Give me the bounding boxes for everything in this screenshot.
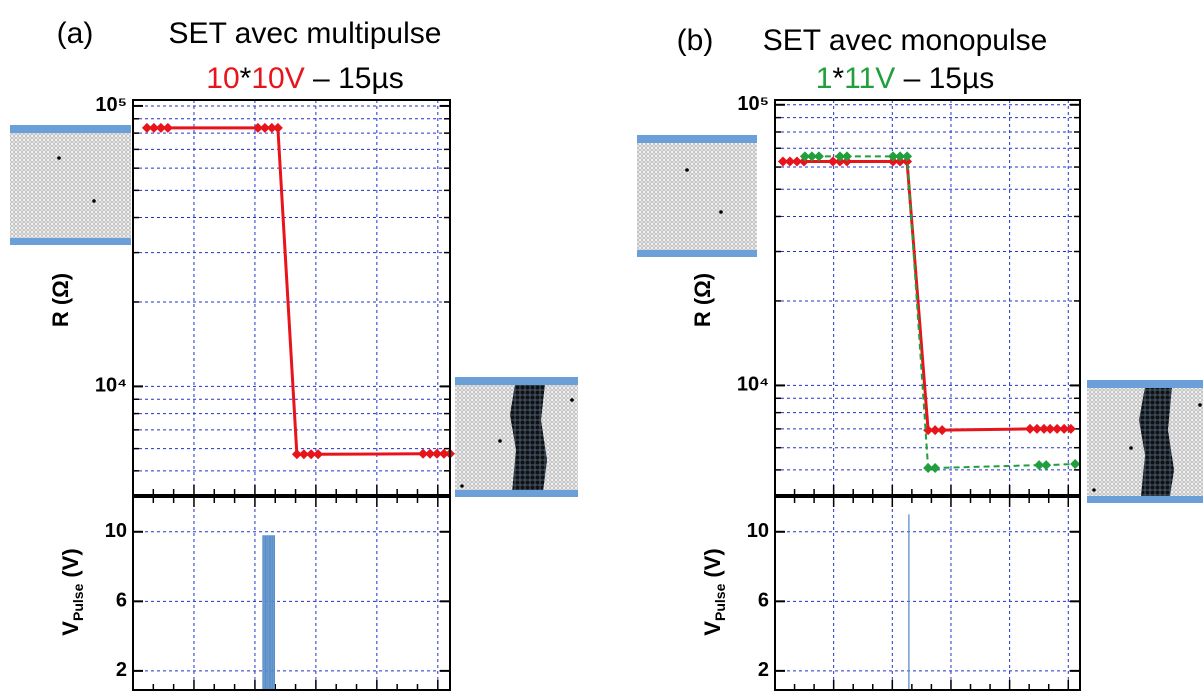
y-label-sub: Pulse <box>712 583 728 621</box>
marker <box>813 151 824 162</box>
chart-subtitle: 1*11V – 15µs <box>816 62 995 95</box>
panel-label: (a) <box>57 17 94 50</box>
series-line <box>804 155 1076 469</box>
marker <box>895 156 906 167</box>
subtitle-part: – 15µs <box>895 62 994 95</box>
y-tick-label: 10⁴ <box>95 375 127 397</box>
y-label-unit: (V) <box>700 548 725 577</box>
y-tick-label: 6 <box>758 590 769 612</box>
marker <box>306 449 317 460</box>
chart: 10⁴ 10⁵ <box>737 93 1081 496</box>
series-line <box>782 159 1071 432</box>
marker <box>895 151 906 162</box>
subtitle-part: * <box>240 62 252 95</box>
marker <box>888 156 899 167</box>
y-tick-label: 10⁵ <box>737 93 769 115</box>
marker <box>162 122 173 133</box>
y-tick-label: 6 <box>116 590 127 612</box>
marker <box>1070 458 1081 469</box>
y-axis-label: R (Ω) <box>48 273 73 327</box>
y-tick-label: 10⁵ <box>95 94 127 116</box>
marker <box>834 151 845 162</box>
marker <box>1045 423 1056 434</box>
subtitle-part: 10V <box>251 62 304 95</box>
subtitle-part: 11V <box>844 62 895 95</box>
cell-image <box>637 135 757 257</box>
chart-title: SET avec monopulse <box>763 24 1048 57</box>
marker <box>902 151 913 162</box>
y-tick-label: 10⁴ <box>737 374 769 396</box>
marker <box>937 425 948 436</box>
series-line <box>146 126 450 456</box>
marker <box>1052 423 1063 434</box>
plot-frame <box>774 99 1081 496</box>
y-label-unit: (V) <box>58 548 83 577</box>
marker <box>930 425 941 436</box>
marker <box>252 122 263 133</box>
chart-title: SET avec multipulse <box>169 17 442 50</box>
marker <box>902 156 913 167</box>
marker <box>888 151 899 162</box>
marker <box>1059 423 1070 434</box>
marker <box>141 122 152 133</box>
marker <box>291 449 302 460</box>
marker <box>799 151 810 162</box>
subtitle-part: 1 <box>816 62 833 95</box>
y-axis-label: R (Ω) <box>690 273 715 327</box>
y-label-main: V <box>700 621 725 636</box>
marker <box>313 449 324 460</box>
marker <box>1041 460 1052 471</box>
subtitle-part: 10 <box>206 62 239 95</box>
marker <box>806 151 817 162</box>
marker <box>1034 460 1045 471</box>
marker <box>1039 423 1050 434</box>
marker <box>1024 423 1035 434</box>
y-tick-label: 2 <box>116 659 127 681</box>
y-label-sub: Pulse <box>70 583 86 621</box>
marker <box>298 449 309 460</box>
marker <box>841 156 852 167</box>
subtitle-part: – 15µs <box>305 62 404 95</box>
marker <box>1031 423 1042 434</box>
y-tick-label: 10 <box>105 520 127 542</box>
chart: 2 6 10 <box>747 496 1081 691</box>
chart-subtitle: 10*10V – 15µs <box>206 62 403 95</box>
cell-image <box>10 125 131 245</box>
marker <box>266 122 277 133</box>
plot-frame <box>132 99 451 496</box>
marker <box>148 122 159 133</box>
y-axis-label: VPulse (V) <box>58 548 86 635</box>
panel-label: (b) <box>677 24 714 57</box>
marker <box>155 122 166 133</box>
marker <box>784 156 795 167</box>
marker <box>272 122 283 133</box>
marker <box>259 122 270 133</box>
marker <box>827 156 838 167</box>
cell-image <box>455 377 578 497</box>
marker <box>425 448 436 459</box>
subtitle-part: * <box>832 62 844 95</box>
marker <box>923 462 934 473</box>
marker <box>418 448 429 459</box>
marker <box>834 156 845 167</box>
y-tick-label: 2 <box>758 659 769 681</box>
plot-frame <box>774 496 1081 691</box>
y-tick-label: 10 <box>747 520 769 542</box>
cell-image <box>1087 380 1203 503</box>
marker <box>1065 423 1076 434</box>
marker <box>791 156 802 167</box>
plot-frame <box>132 496 451 691</box>
chart: 2 6 10 <box>105 496 451 691</box>
marker <box>930 462 941 473</box>
marker <box>432 448 443 459</box>
y-label-main: V <box>58 621 83 636</box>
marker <box>777 156 788 167</box>
marker <box>841 151 852 162</box>
y-axis-label: VPulse (V) <box>700 548 728 635</box>
chart: 10⁴ 10⁵ <box>95 94 455 496</box>
marker <box>438 448 449 459</box>
